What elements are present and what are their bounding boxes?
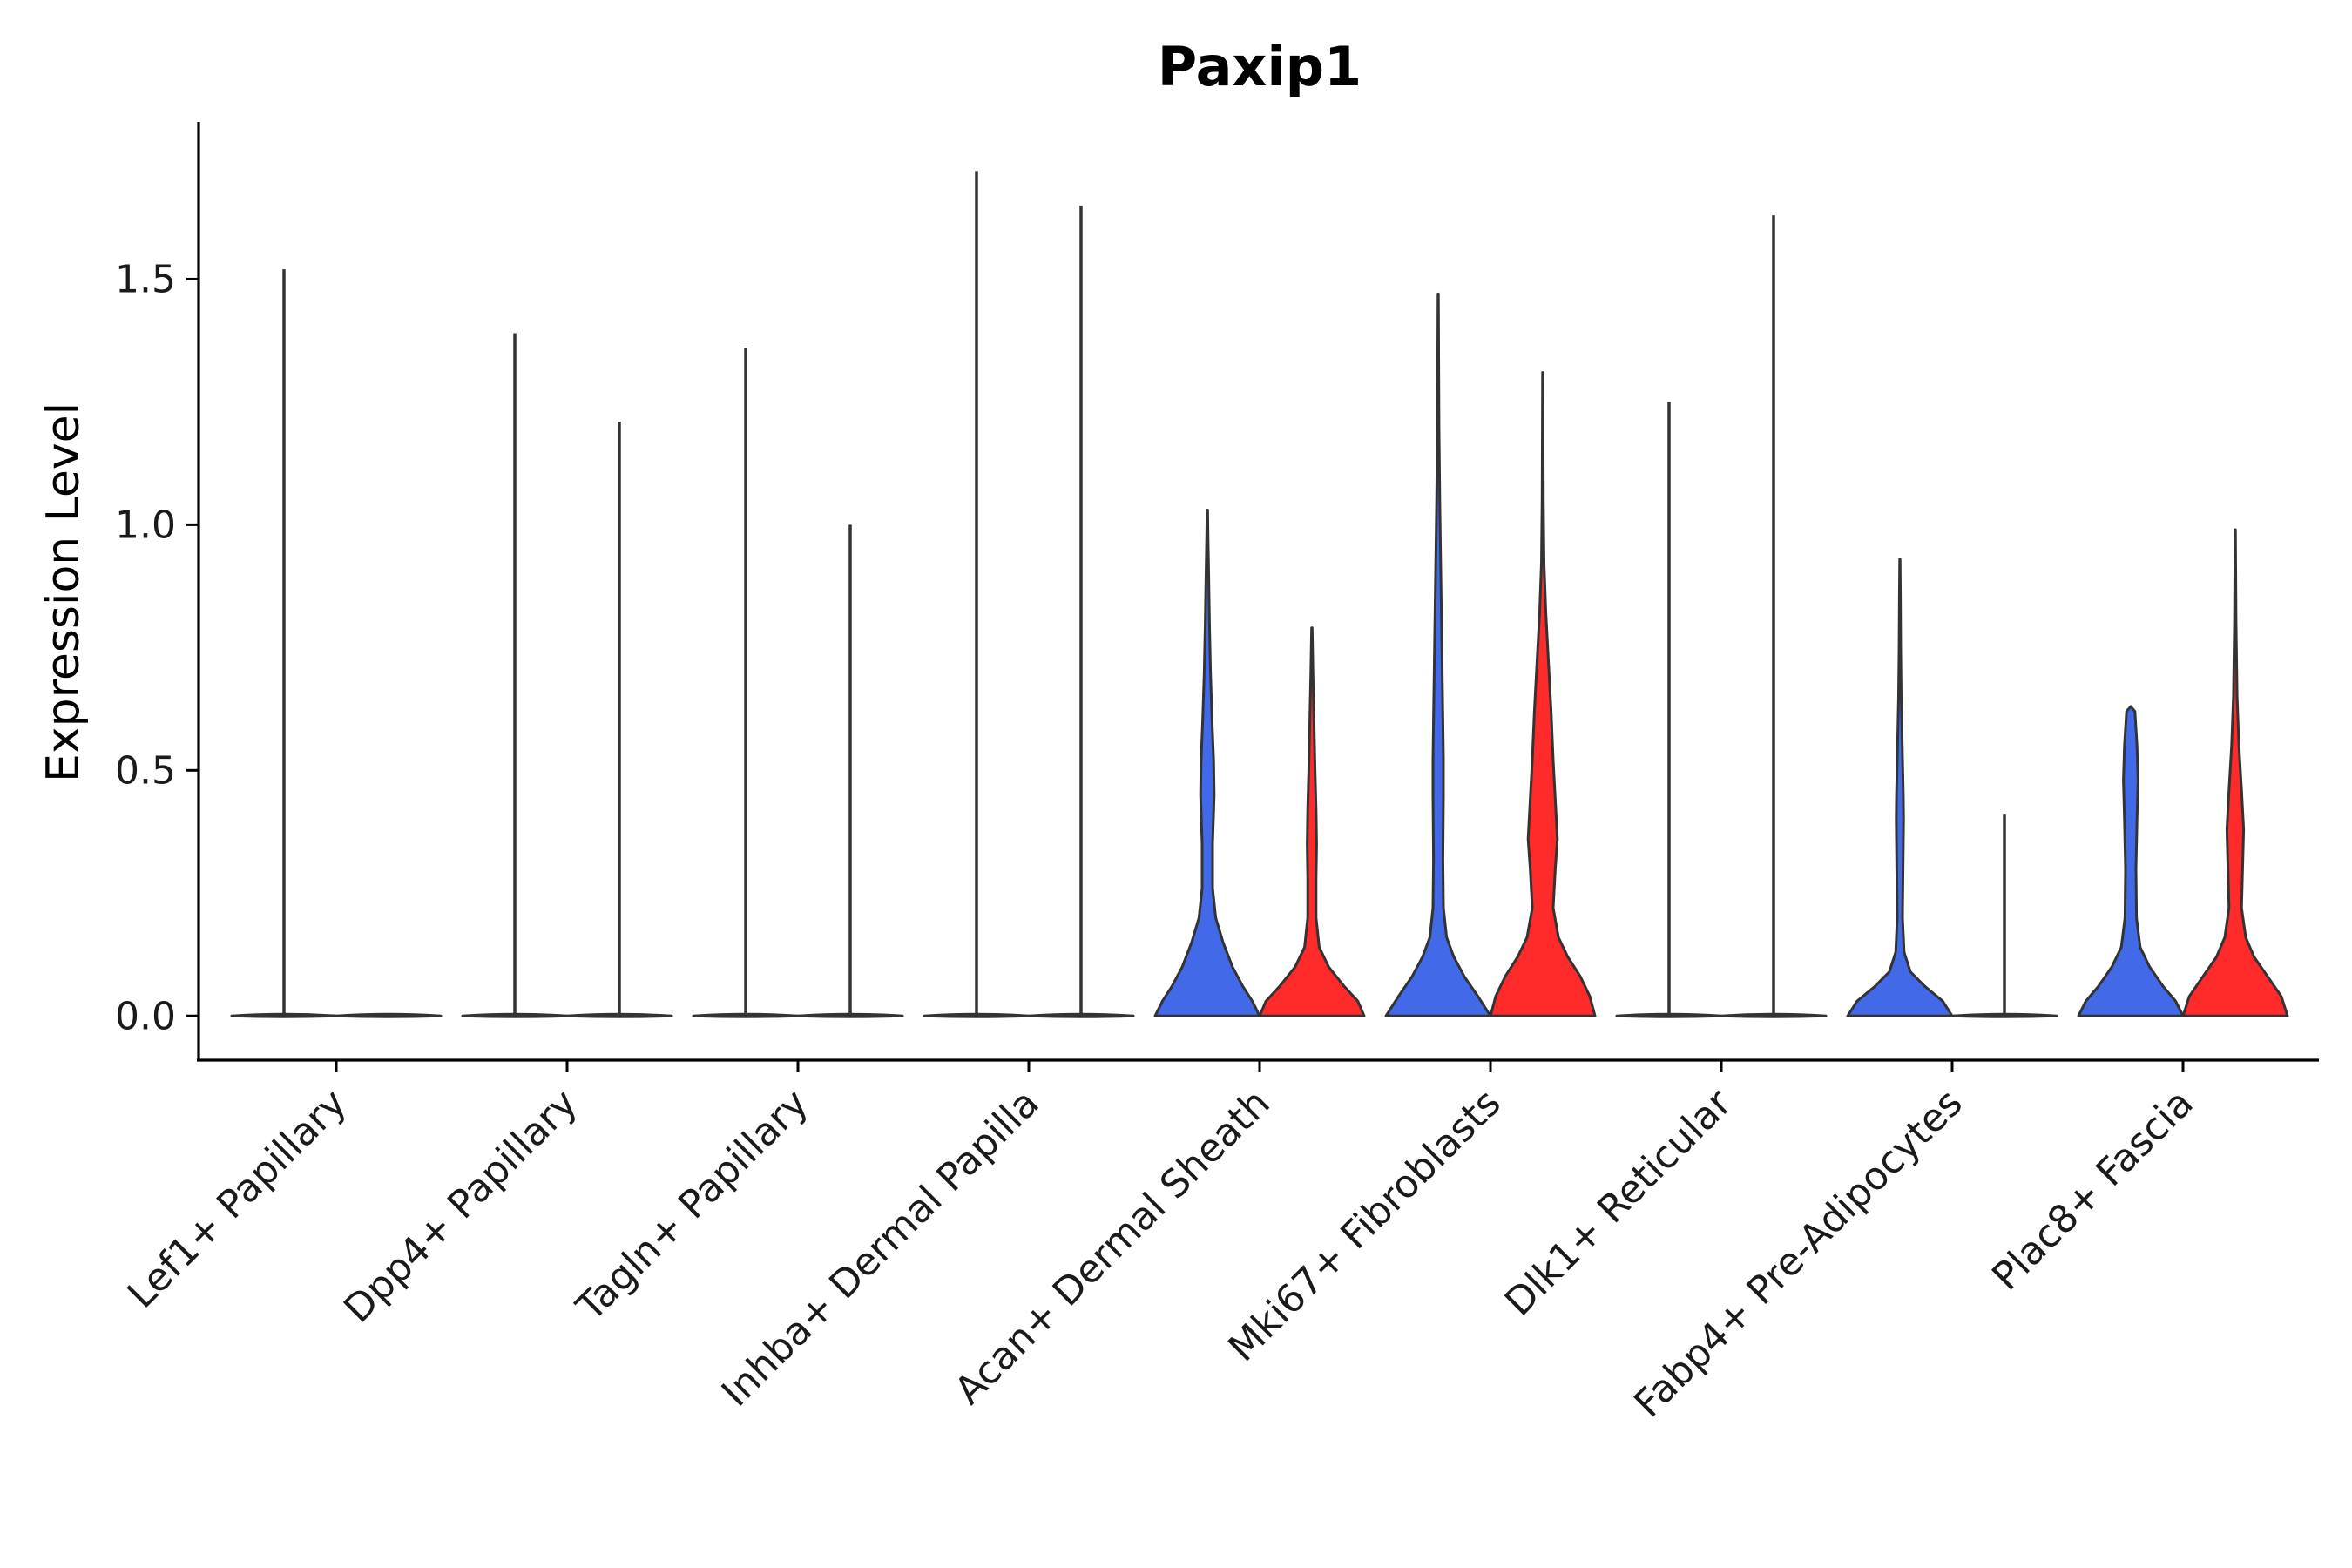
y-tick-label: 0.0 [115, 994, 176, 1038]
violin-left [2077, 705, 2185, 1017]
y-tick-label: 0.5 [115, 748, 176, 793]
y-tick-label: 1.5 [115, 257, 176, 301]
chart-title: Paxip1 [1158, 35, 1362, 98]
y-axis-label: Expression Level [37, 402, 90, 782]
y-tick-label: 1.0 [115, 503, 176, 547]
violin-left [1384, 292, 1492, 1017]
violin-right [2181, 528, 2289, 1017]
violin-left [1846, 558, 1954, 1017]
category-label: Dlk1+ Reticular [1497, 1080, 1741, 1325]
y-axis-ticks: 0.0 0.5 1.0 1.5 [115, 257, 199, 1038]
category-label: Plac8+ Fascia [1984, 1081, 2202, 1300]
violin-right [1489, 371, 1597, 1017]
plot-area [230, 171, 2289, 1018]
category-label: Lef1+ Papillary [119, 1081, 355, 1317]
violin-base-right [335, 1012, 443, 1018]
category-label: Tagln+ Papillary [568, 1081, 817, 1330]
category-label: Dpp4+ Papillary [335, 1081, 586, 1332]
violin-right [1258, 626, 1366, 1017]
violin-left [1153, 509, 1261, 1017]
